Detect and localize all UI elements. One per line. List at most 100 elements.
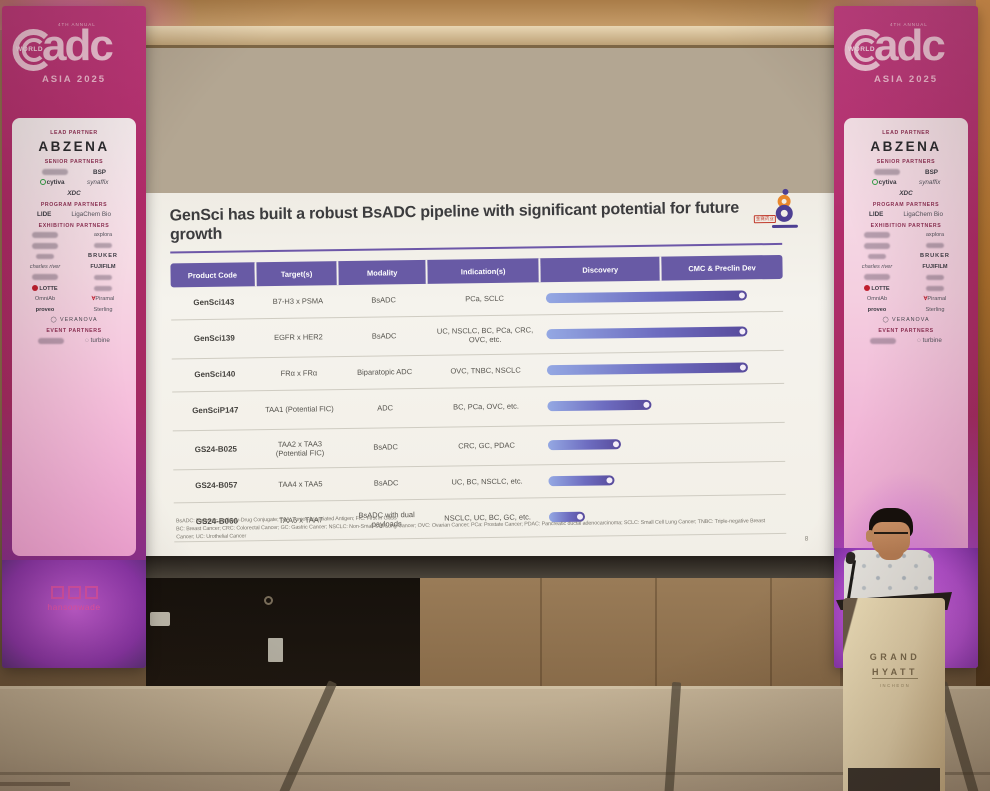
wall-seam (770, 578, 772, 688)
lotte-icon (32, 284, 39, 291)
title-underline (170, 242, 783, 254)
illegible-logo (864, 232, 890, 238)
podium (843, 598, 945, 791)
modality: BsADC (373, 442, 398, 452)
illegible-cjk-logo (926, 274, 944, 280)
fujifilm-logo: FUJIFILM (922, 263, 948, 270)
wall-notice (268, 638, 283, 662)
hansonwade-wordmark: hansonwade (47, 602, 101, 612)
senior-partners-label: SENIOR PARTNERS (44, 159, 104, 165)
proveo-logo: proveo (867, 306, 887, 313)
lotte-logo: LOTTE (32, 284, 58, 292)
exhibition-logo-grid: axplora BRUKER charles river FUJIFILM LOT… (849, 232, 963, 313)
banner-bottom-glow: hansonwade (2, 560, 146, 668)
world-adc-logo: 4TH ANNUAL adc WORLD ASIA 2025 (834, 6, 978, 112)
event-partners-label: EVENT PARTNERS (878, 327, 934, 334)
event-partners-label: EVENT PARTNERS (46, 327, 102, 334)
charles-river-logo: charles river (861, 263, 893, 270)
column-header: Discovery (540, 256, 662, 283)
modality: Biparatopic ADC (357, 367, 413, 378)
floor-stripe (0, 782, 70, 786)
screen-unlit-area (146, 48, 836, 193)
target: TAA4 x TAA5 (278, 479, 323, 490)
synaffix-logo: synaffix (919, 179, 941, 186)
presenter-ear (866, 530, 874, 542)
omniab-logo: OmniAb (34, 296, 56, 302)
abzena-logo: ABZENA (38, 139, 110, 154)
illegible-logo (870, 337, 897, 344)
hansonwade-logo: hansonwade (2, 586, 146, 612)
adc-world-text: WORLD (848, 46, 876, 53)
projector-screen: GenSci has built a robust BsADC pipeline… (146, 48, 836, 578)
column-header: Target(s) (256, 261, 340, 287)
charles-river-logo: charles river (29, 263, 61, 270)
program-partners-label: PROGRAM PARTNERS (40, 201, 108, 208)
synaffix-logo: synaffix (87, 179, 109, 186)
illegible-logo (94, 285, 112, 291)
indication: UC, BC, NSCLC, etc. (451, 476, 523, 487)
illegible-logo (36, 253, 54, 259)
podium-branding: GRAND HYATT INCHEON (852, 652, 938, 688)
lotte-logo: LOTTE (864, 284, 890, 292)
indication: CRC, GC, PDAC (458, 440, 516, 451)
illegible-logo (32, 242, 58, 249)
piramal-icon: ∀ (923, 296, 928, 302)
sponsor-banner-left: 4TH ANNUAL adc WORLD ASIA 2025 LEAD PART… (2, 6, 146, 668)
wall-seam (540, 578, 542, 688)
door-sign (150, 612, 170, 626)
bar-endpoint-dot (738, 328, 746, 335)
progress-bar (547, 400, 652, 411)
product-code: GenSci143 (193, 297, 235, 308)
modality: BsADC (371, 295, 396, 305)
stage-cell (541, 279, 783, 314)
screen-bottom-bar (146, 556, 836, 578)
presenter-neck (878, 550, 904, 560)
illegible-logo (94, 243, 112, 248)
xdc-logo: XDC (899, 189, 913, 197)
dark-doorway (146, 576, 424, 692)
wall-seam (655, 578, 657, 688)
stage-cell (542, 351, 784, 386)
axplora-logo: axplora (925, 232, 945, 238)
gensci-logo-base (771, 224, 798, 229)
slide-page-number: 8 (804, 535, 809, 543)
cytiva-logo: cytiva (39, 179, 64, 186)
floor-stripe (0, 772, 990, 775)
illegible-logo (864, 242, 890, 249)
axplora-logo: axplora (93, 232, 113, 238)
proveo-logo: proveo (35, 306, 55, 313)
hyatt-text: HYATT (871, 667, 918, 679)
bar-endpoint-dot (643, 401, 650, 408)
turbine-logo: ◌ turbine (917, 337, 942, 344)
bar-endpoint-dot (738, 292, 745, 299)
target: TAA1 (Potential FIC) (265, 404, 334, 415)
bar-endpoint-dot (613, 441, 620, 448)
ligachem-logo: LigaChem Bio (71, 211, 111, 218)
progress-bar (548, 475, 615, 486)
projected-slide: GenSci has built a robust BsADC pipeline… (146, 188, 836, 556)
piramal-icon: ∀ (91, 296, 96, 302)
world-adc-logo: 4TH ANNUAL adc WORLD ASIA 2025 (2, 6, 146, 112)
illegible-logo (38, 337, 65, 344)
slide-title: GenSci has built a robust BsADC pipeline… (169, 199, 740, 244)
lead-partner-label: LEAD PARTNER (882, 130, 930, 136)
cytiva-logo: cytiva (871, 179, 896, 186)
xdc-logo: XDC (67, 189, 81, 197)
stage-cell (542, 384, 784, 425)
gensci-logo: 金赛药业 (753, 188, 800, 234)
illegible-logo (926, 243, 944, 248)
gensci-logo-purple-ring (775, 204, 793, 222)
lide-logo: LIDE (37, 211, 52, 218)
sterling-logo: Sterling (925, 306, 945, 313)
progress-bar (548, 439, 622, 450)
stage-cell (541, 312, 783, 353)
lead-partner-label: LEAD PARTNER (50, 130, 98, 136)
modality: BsADC (371, 331, 397, 341)
abzena-logo: ABZENA (870, 139, 942, 154)
bar-endpoint-dot (739, 364, 746, 371)
stage-cell (543, 462, 785, 497)
illegible-logo (32, 232, 58, 238)
omniab-logo: OmniAb (866, 296, 888, 302)
column-header: Indication(s) (427, 258, 541, 284)
